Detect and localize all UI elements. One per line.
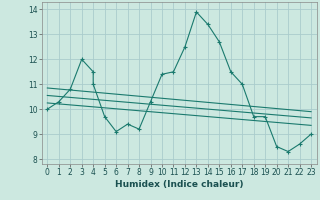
X-axis label: Humidex (Indice chaleur): Humidex (Indice chaleur) <box>115 180 244 189</box>
